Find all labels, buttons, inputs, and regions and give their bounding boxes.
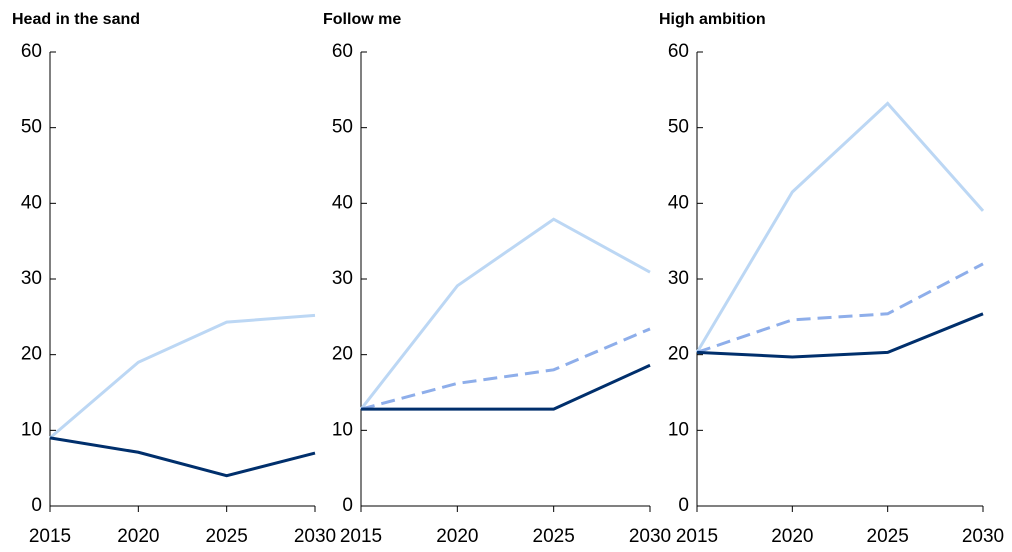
x-tick-label: 2020: [436, 526, 478, 547]
y-tick-label: 20: [21, 344, 42, 365]
x-tick-label: 2030: [962, 526, 1004, 547]
y-tick-label: 20: [332, 344, 353, 365]
y-tick-label: 60: [332, 41, 353, 62]
x-tick-label: 2015: [676, 526, 718, 547]
panel-title: Head in the sand: [12, 11, 140, 28]
y-tick-label: 20: [668, 344, 689, 365]
series-line: [696, 312, 984, 359]
y-tick-label: 40: [668, 192, 689, 213]
x-tick-label: 2015: [29, 526, 71, 547]
y-tick-label: 50: [668, 117, 689, 138]
x-tick-label: 2030: [294, 526, 336, 547]
x-tick-label: 2015: [340, 526, 382, 547]
series-line: [695, 101, 985, 354]
x-tick-label: 2020: [771, 526, 813, 547]
y-tick-label: 0: [31, 495, 42, 516]
series-line: [360, 327, 651, 411]
y-tick-label: 60: [21, 41, 42, 62]
series-line: [49, 436, 316, 478]
y-tick-label: 10: [21, 419, 42, 440]
x-tick-label: 2025: [867, 526, 909, 547]
panel-title: High ambition: [659, 11, 766, 28]
y-tick-label: 30: [668, 268, 689, 289]
x-tick-label: 2030: [629, 526, 671, 547]
y-tick-label: 0: [342, 495, 353, 516]
y-tick-label: 30: [21, 268, 42, 289]
series-line: [361, 363, 651, 411]
y-tick-label: 40: [332, 192, 353, 213]
x-tick-label: 2020: [117, 526, 159, 547]
series-line: [49, 313, 316, 440]
y-tick-label: 50: [332, 117, 353, 138]
panel-title: Follow me: [323, 11, 401, 28]
y-tick-label: 10: [332, 419, 353, 440]
y-tick-label: 10: [668, 419, 689, 440]
y-tick-label: 40: [21, 192, 42, 213]
y-tick-label: 60: [668, 41, 689, 62]
y-tick-label: 30: [332, 268, 353, 289]
x-tick-label: 2025: [533, 526, 575, 547]
series-line: [359, 217, 651, 411]
series-line: [696, 262, 984, 354]
y-tick-label: 50: [21, 117, 42, 138]
x-tick-label: 2025: [206, 526, 248, 547]
y-tick-label: 0: [678, 495, 689, 516]
